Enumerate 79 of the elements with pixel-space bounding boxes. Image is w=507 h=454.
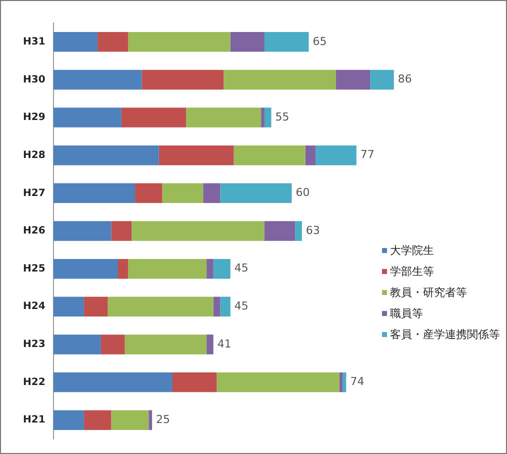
bar	[100, 334, 125, 354]
bar	[53, 70, 142, 90]
bar	[172, 372, 217, 392]
bar	[128, 32, 230, 52]
bar	[98, 32, 128, 52]
bar	[53, 32, 98, 52]
legend-label: 教員・研究者等	[389, 285, 468, 301]
bar	[84, 410, 112, 430]
y-tick-label: H29	[22, 112, 46, 124]
bar	[111, 410, 149, 430]
annotation: 65	[312, 34, 327, 48]
bar	[336, 70, 370, 90]
bar	[234, 145, 306, 166]
bar	[84, 296, 108, 317]
bar	[186, 108, 262, 128]
y-tick-label: H30	[22, 74, 46, 86]
legend-label: 大学院生	[389, 243, 435, 259]
bar	[132, 221, 264, 241]
annotation: 86	[398, 72, 412, 86]
y-tick-label: H24	[22, 301, 46, 312]
bar	[53, 221, 112, 241]
legend-label: 客員・産学連携関係等	[389, 327, 500, 343]
annotation: 41	[217, 337, 232, 350]
bar	[124, 334, 207, 354]
bar	[148, 410, 152, 430]
bar	[220, 296, 230, 317]
y-tick-label: H28	[22, 150, 46, 161]
bar	[230, 32, 264, 52]
bar	[370, 70, 394, 90]
bar	[261, 108, 264, 128]
bar	[224, 70, 336, 90]
annotation: 63	[306, 224, 320, 237]
bar	[53, 410, 84, 430]
bar	[53, 258, 118, 279]
bar	[295, 221, 302, 241]
legend-label: 職員等	[389, 306, 424, 322]
annotation: 77	[360, 148, 374, 162]
y-tick-label: H22	[22, 376, 46, 388]
bar	[305, 145, 316, 166]
bar	[316, 145, 356, 166]
bar	[264, 108, 272, 128]
bar	[264, 32, 309, 52]
y-tick-label: H26	[22, 226, 46, 237]
bar	[206, 334, 214, 354]
bar	[216, 372, 340, 392]
bar	[213, 296, 220, 317]
legend-label: 学部生等	[389, 264, 435, 280]
bar	[135, 183, 162, 204]
bar	[121, 108, 186, 128]
annotation: 55	[275, 110, 290, 124]
bar	[53, 183, 136, 204]
y-tick-label: H27	[22, 188, 46, 199]
bar	[53, 108, 122, 128]
bar	[339, 372, 343, 392]
bar	[53, 145, 159, 166]
bar	[264, 221, 296, 241]
annotation: 60	[296, 186, 310, 200]
annotation: 74	[350, 375, 364, 388]
bar	[118, 258, 128, 279]
bar	[206, 258, 214, 279]
y-tick-label: H25	[22, 263, 46, 274]
y-tick-label: H23	[22, 339, 46, 350]
bar	[213, 258, 230, 279]
bar	[111, 221, 132, 241]
y-tick-label: H21	[22, 414, 46, 426]
bar	[158, 145, 234, 166]
bar	[128, 258, 207, 279]
bar	[203, 183, 220, 204]
annotation: 45	[234, 299, 248, 312]
annotation: 25	[156, 412, 170, 426]
annotation: 45	[234, 262, 248, 275]
bar	[53, 296, 84, 317]
bar	[53, 372, 172, 392]
y-tick-label: H31	[22, 36, 46, 48]
bar	[53, 334, 101, 354]
bar	[162, 183, 204, 204]
bar	[142, 70, 224, 90]
bar	[220, 183, 292, 204]
bar	[108, 296, 214, 317]
